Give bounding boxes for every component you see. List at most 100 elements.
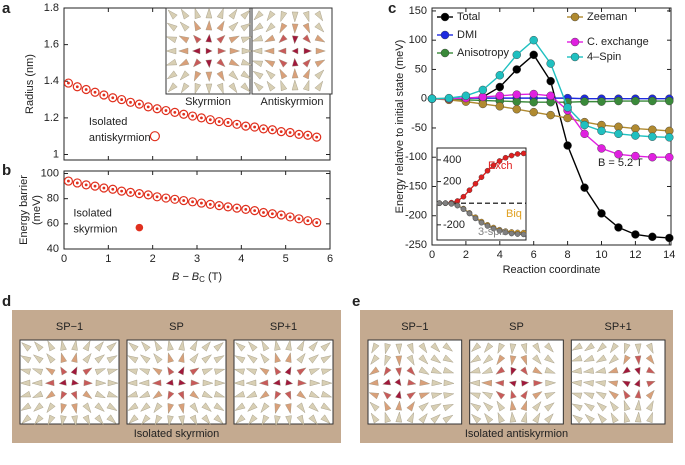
spin-cone (291, 23, 299, 35)
spin-cone (623, 389, 631, 400)
y-tick-label: -250 (405, 239, 427, 251)
spin-cone (19, 368, 31, 375)
spin-cone (180, 8, 190, 20)
spin-cone (167, 339, 174, 351)
spin-cone (60, 366, 68, 376)
spin-cone (248, 414, 258, 425)
marker (665, 96, 674, 106)
spin-cone (189, 402, 199, 414)
spin-cone (141, 414, 151, 425)
marker-center (173, 197, 177, 201)
spin-cone (154, 414, 163, 426)
spin-cone (261, 414, 270, 426)
spin-cone (71, 379, 80, 386)
marker (170, 194, 180, 204)
spin-cone (484, 412, 494, 424)
spin-cone (430, 413, 441, 424)
spin-cone (582, 367, 594, 374)
marker-ring (134, 99, 144, 109)
spin-cone (205, 71, 213, 83)
spin-cone (482, 401, 494, 412)
spin-cone (583, 402, 595, 412)
spin-cone (430, 342, 441, 353)
spin-cone (634, 355, 642, 366)
spin-cone (34, 414, 44, 425)
spin-cone (94, 414, 104, 426)
marker-ring (276, 210, 286, 220)
spin-cone (395, 355, 403, 367)
marker (502, 154, 509, 161)
spin-cone (216, 70, 225, 82)
spin-cone (178, 35, 190, 44)
y-tick-label: -200 (405, 210, 427, 222)
spin-cone (594, 367, 607, 374)
spin-cone (285, 339, 292, 351)
marker (614, 223, 623, 232)
spin-cone (213, 402, 225, 411)
marker (512, 65, 521, 74)
spin-cone (180, 82, 190, 94)
x-axis-label: Reaction coordinate (503, 264, 601, 276)
series-label: Exch (488, 160, 512, 172)
marker-center (235, 122, 239, 126)
spin-cone (274, 415, 281, 427)
spin-cone (245, 390, 258, 399)
marker (250, 122, 260, 132)
marker-center (84, 88, 88, 91)
spin-cone (320, 355, 332, 364)
spin-cone (107, 379, 119, 387)
marker-center (137, 102, 141, 106)
marker-center (297, 217, 301, 221)
spin-cone (382, 378, 392, 386)
marker (99, 183, 109, 193)
marker (484, 167, 491, 174)
marker-ring (232, 203, 242, 213)
spin-cone (71, 352, 78, 363)
spin-cone (302, 22, 311, 34)
spin-cone (418, 402, 430, 412)
spin-cone (71, 403, 78, 415)
spin-cone (246, 354, 258, 364)
spin-cone (189, 367, 200, 376)
marker-ring (161, 105, 171, 116)
marker-ring (99, 183, 109, 193)
marker (529, 89, 538, 99)
spin-cone (308, 341, 318, 352)
spin-cone (82, 367, 93, 376)
spin-cone (167, 403, 174, 415)
marker-ring (303, 130, 313, 140)
marker-center (67, 81, 70, 85)
spin-cone (624, 342, 631, 355)
marker (648, 96, 657, 106)
spin-cone (418, 342, 428, 354)
spin-cone (302, 10, 310, 23)
x-tick-label: 4 (238, 253, 244, 265)
y-tick-label: -50 (411, 122, 427, 134)
panel-label: d (2, 293, 11, 310)
panel-chart: -200 200 400 Exch Biq 3-spin (436, 147, 527, 241)
spin-cone (570, 367, 582, 374)
spin-cone (279, 68, 288, 80)
marker-center (262, 211, 265, 214)
marker-ring (187, 111, 198, 121)
spin-cone (106, 342, 117, 352)
marker-center (270, 212, 274, 216)
spin-texture (570, 339, 666, 425)
marker-ring (214, 200, 224, 211)
marker (72, 178, 82, 188)
marker (285, 212, 295, 222)
spin-cone (20, 402, 32, 411)
spin-cone (217, 47, 227, 55)
y-tick-label: 1.2 (44, 112, 59, 124)
spin-cone (126, 379, 138, 387)
frame-label: SP (169, 321, 184, 333)
marker (276, 210, 286, 220)
spin-cone (138, 390, 151, 399)
spin-cone (167, 9, 178, 20)
spin-cone (583, 342, 595, 352)
spin-cone (495, 390, 506, 400)
spin-cone (128, 414, 139, 425)
y-tick-label: 60 (47, 218, 59, 230)
marker-center (244, 124, 248, 128)
marker-ring (303, 216, 313, 226)
